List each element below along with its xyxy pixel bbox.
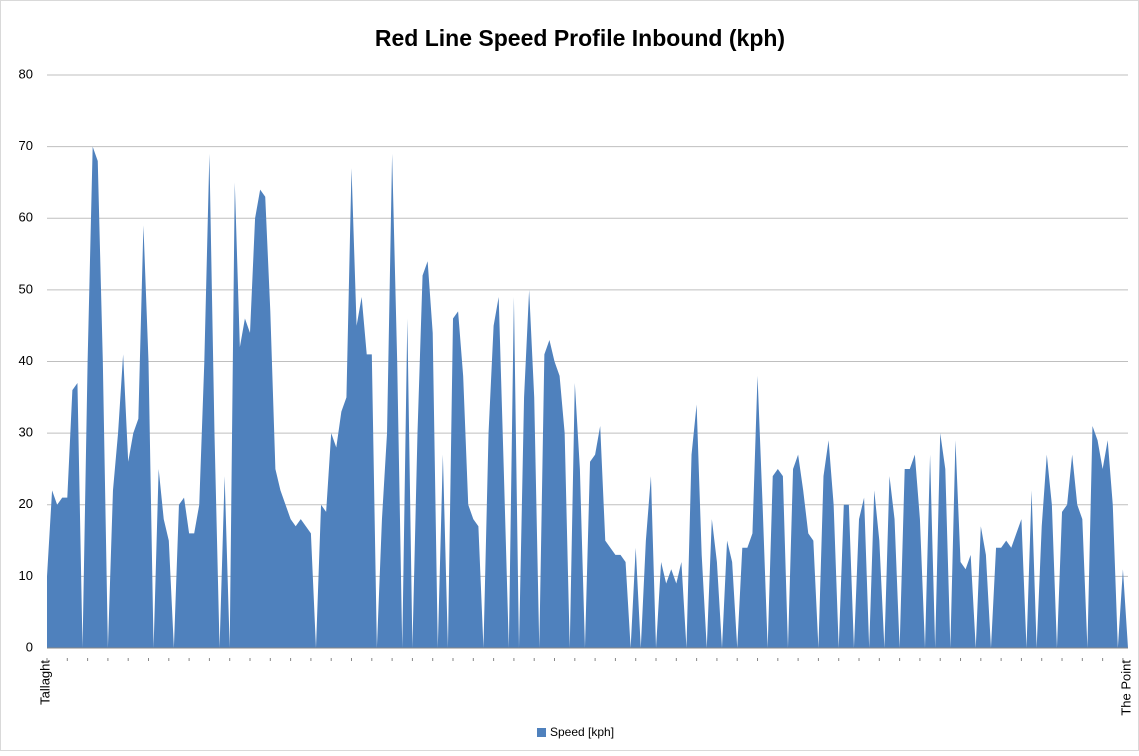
y-tick-label: 60	[19, 210, 33, 225]
legend-swatch	[537, 728, 546, 737]
y-tick-label: 40	[19, 353, 33, 368]
y-tick-label: 30	[19, 425, 33, 440]
legend-label: Speed [kph]	[550, 725, 614, 739]
x-tick-label: Tallaght	[37, 660, 52, 705]
area	[47, 146, 1128, 648]
y-tick-label: 0	[26, 639, 33, 654]
y-tick-label: 80	[19, 66, 33, 81]
y-tick-label: 70	[19, 138, 33, 153]
x-tick-label: The Point	[1118, 660, 1133, 716]
y-tick-label: 20	[19, 496, 33, 511]
y-tick-label: 50	[19, 281, 33, 296]
y-tick-label: 10	[19, 568, 33, 583]
chart-title: Red Line Speed Profile Inbound (kph)	[375, 25, 785, 51]
